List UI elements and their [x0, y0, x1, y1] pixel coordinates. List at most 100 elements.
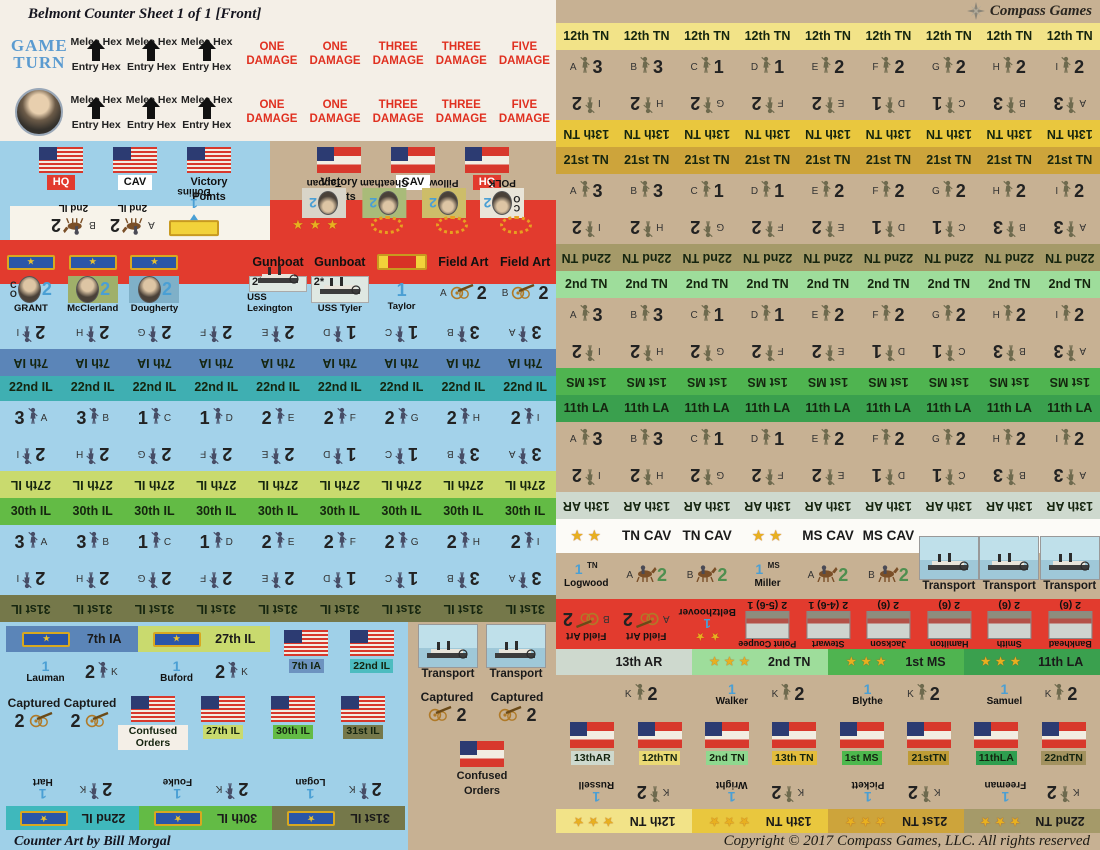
infantry-figure — [224, 777, 236, 800]
leader-portrait — [438, 191, 459, 215]
regiment-flag-counter: 2nd TN — [696, 722, 758, 766]
regiment-flag-counter: 7th IA — [277, 630, 335, 673]
field-art-label: Field Art — [438, 255, 489, 269]
infantry-figure — [332, 442, 344, 465]
leader-name: Buford — [160, 673, 193, 685]
leader-value: 1 — [727, 681, 736, 698]
steamboat-icon — [495, 641, 536, 659]
regiment-name-label: 7th IA — [137, 356, 172, 370]
infantry-figure-icon — [148, 572, 158, 589]
csa-flag-icon — [317, 147, 361, 173]
company-letter: C — [163, 413, 172, 424]
infantry-figure-icon — [209, 326, 219, 343]
strength-value: 1 — [774, 304, 785, 325]
company-letter: E — [287, 413, 295, 424]
company-letter: K — [215, 782, 223, 794]
steamboat-art — [924, 552, 972, 577]
strength-value: 2 — [571, 92, 582, 113]
infantry-company-counter: C 1 — [919, 333, 979, 368]
regiment-name-label: 30th IL — [443, 504, 484, 518]
rotated-company-row: 22nd TN 22nd TN 22nd TN 22nd TN 22nd TN 22nd … — [556, 209, 1100, 271]
infantry-figure — [212, 531, 224, 554]
strength-value: 3 — [652, 56, 663, 77]
infantry-figure-icon — [271, 326, 281, 343]
strength-value: 2 — [510, 532, 521, 552]
company-letter: E — [837, 220, 845, 232]
infantry-figure — [208, 442, 220, 465]
strength-value: 3 — [592, 56, 603, 77]
regiment-name-label: 1st MS — [868, 374, 909, 389]
infantry-company-counter: H 2 — [617, 457, 677, 492]
dollins-marker: 1 Dollins — [168, 186, 219, 236]
infantry-figure-icon — [764, 468, 775, 485]
command-letters: C O — [9, 279, 17, 299]
infantry-company-counter: 1 C — [124, 401, 186, 436]
gunboat-counter: 2* USS Tyler — [309, 276, 371, 314]
strength-value: 2 — [907, 781, 918, 802]
leader-value: 1 — [863, 681, 872, 698]
strength-value: 2 — [161, 444, 172, 464]
damage-word: DAMAGE — [372, 113, 424, 125]
game-turn-marker: GAME TURN — [10, 37, 69, 71]
ms-cav-label: MS CAV — [802, 528, 854, 544]
infantry-figure — [88, 777, 100, 800]
strength-value: 2 — [510, 408, 521, 428]
infantry-company-counter: G 2 — [677, 85, 737, 120]
csa-regiment-pair: 11th LA 11th LA 11th LA 11th LA 11th LA 11th … — [556, 394, 1100, 519]
regiment-name-label: 22nd TN — [742, 250, 793, 265]
infantry-figure-icon — [228, 661, 238, 678]
infantry-figure-icon — [761, 428, 771, 445]
leader-name: Logan — [295, 776, 326, 788]
infantry-figure-icon — [460, 407, 470, 424]
regiment-name-label: 11th LA — [805, 400, 851, 415]
strength-value: 2 — [571, 464, 582, 485]
infantry-figure-icon — [456, 448, 467, 465]
battery-stats: 2 (6) — [998, 598, 1021, 611]
regiment-name-label: 2nd TN — [767, 654, 811, 669]
company-letter: I — [16, 448, 20, 459]
regiment-name-label: 21st TN — [805, 152, 851, 167]
cannon-figure — [635, 607, 661, 630]
infantry-figure-icon — [148, 448, 158, 465]
company-letter: B — [446, 572, 454, 583]
infantry-figure-icon — [650, 785, 660, 802]
infantry-figure-icon — [885, 344, 895, 361]
battery-letter: B — [501, 288, 509, 299]
regiment-block: 27th IL 1 Buford 2 — [138, 626, 270, 696]
infantry-figure — [824, 463, 836, 486]
infantry-company-counter: 1 C — [371, 436, 433, 471]
company-letter: A — [569, 309, 577, 321]
publisher-name: Compass Games — [989, 2, 1092, 19]
gunboat-name: USS Lexington — [247, 292, 293, 314]
infantry-figure-icon — [1066, 96, 1077, 113]
leader-name: Cheatham — [359, 177, 409, 188]
transport-counter: Transport — [918, 535, 979, 592]
strength-value: 2 — [834, 428, 845, 449]
leader-portrait — [137, 276, 161, 303]
infantry-company-counter: H 2 — [979, 298, 1039, 333]
leader-name: GRANT — [14, 303, 48, 314]
infantry-figure-icon — [89, 782, 99, 799]
strength-value: 2 — [656, 565, 667, 586]
company-k-counter: K 2 — [907, 683, 940, 706]
infantry-figure — [358, 777, 370, 800]
infantry-figure — [880, 428, 892, 451]
company-letter: B — [1019, 220, 1026, 232]
transport-counter: Transport — [418, 624, 478, 680]
regiment-name-label: 12th TN — [744, 28, 791, 43]
regiment-name-label: 27th IL — [443, 478, 484, 492]
infantry-figure — [88, 531, 100, 554]
infantry-figure-icon — [821, 428, 831, 445]
battery-letter: A — [440, 288, 447, 299]
damage-marker: ONE DAMAGE — [246, 98, 297, 127]
company-letter: K — [624, 689, 632, 701]
company-letter: G — [137, 448, 146, 459]
infantry-company-counter: F 2 — [858, 174, 918, 209]
union-cavalry-counter: A 2 2nd IL — [110, 186, 155, 236]
regiment-name-label: 1st MS — [905, 654, 946, 669]
regiment-name-label: 7th IA — [322, 356, 358, 370]
infantry-figure-icon — [945, 220, 955, 237]
regiment-name-label: 11th LA — [1047, 400, 1093, 415]
infantry-company-counter: I 2 — [556, 457, 616, 492]
infantry-figure-icon — [643, 344, 653, 361]
